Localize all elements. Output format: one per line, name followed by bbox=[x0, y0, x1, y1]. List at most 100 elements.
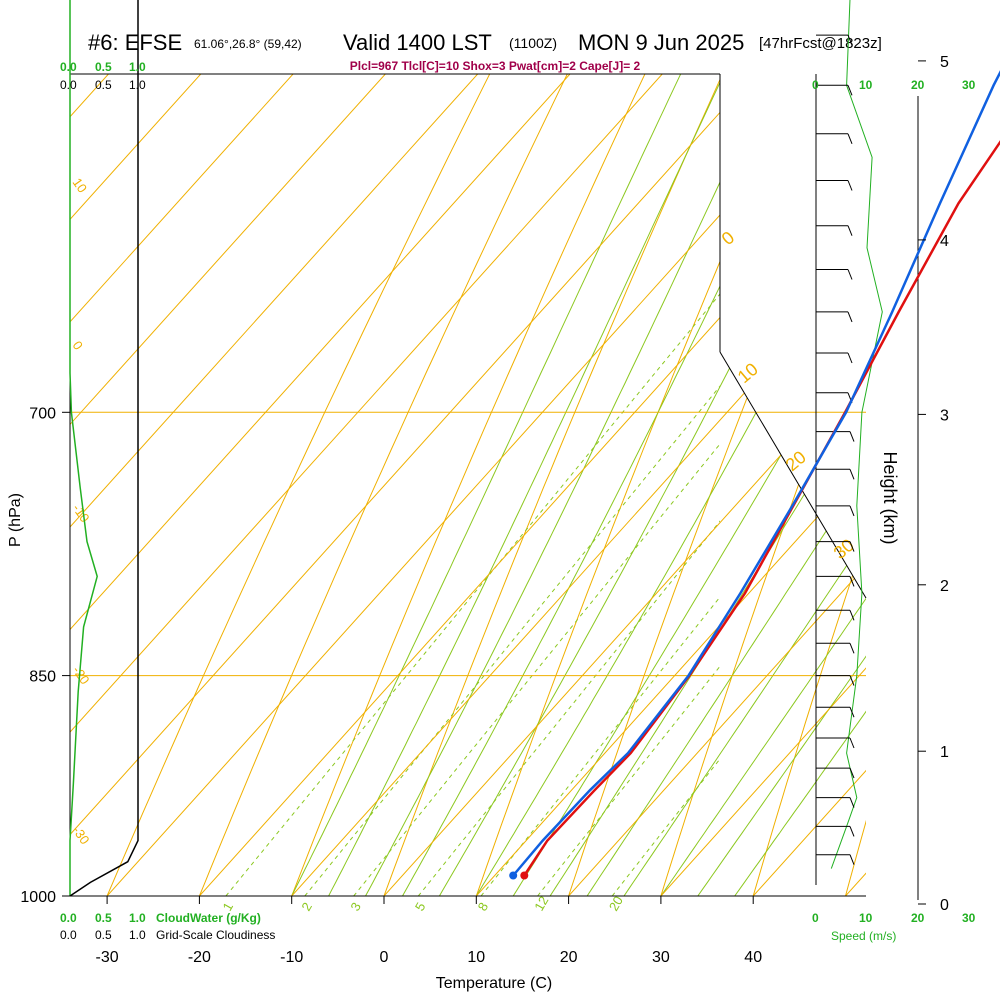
moist-adiabat-line bbox=[512, 74, 866, 896]
cloud-profiles bbox=[69, 0, 139, 897]
height-axis: 012345678910 bbox=[918, 54, 949, 914]
y-axis-label: P (hPa) bbox=[7, 493, 24, 547]
wind-scale-top-10: 10 bbox=[859, 78, 873, 92]
wind-barb-flag bbox=[849, 826, 855, 837]
wind-barb-flag bbox=[849, 541, 855, 552]
isotherm-line bbox=[291, 74, 866, 896]
wind-barb-flag bbox=[849, 643, 855, 654]
mixing-ratio-line bbox=[480, 596, 720, 896]
wind-barb-flag bbox=[849, 610, 855, 621]
dry-adiabat-label: 20 bbox=[782, 447, 810, 475]
cloud-scale-top-green-2: 1.0 bbox=[129, 60, 146, 74]
isotherms bbox=[70, 74, 866, 896]
x-axis-label: Temperature (C) bbox=[436, 975, 552, 992]
wind-speed-label: Speed (m/s) bbox=[831, 929, 896, 943]
surface-temperature-dot bbox=[520, 871, 529, 880]
moist-adiabat-line bbox=[365, 74, 866, 896]
dry-adiabat-line bbox=[845, 74, 866, 896]
cloud-water-label: CloudWater (g/Kg) bbox=[156, 911, 261, 925]
mixing-ratio-line bbox=[225, 293, 720, 896]
moist-adiabat-line bbox=[623, 74, 866, 896]
mixing-ratio-label: 20 bbox=[606, 893, 626, 913]
moist-adiabat-line bbox=[660, 74, 866, 896]
wind-scale-top: 0 10 20 30 bbox=[812, 78, 976, 92]
cloud-scale-bottom-green-1: 0.5 bbox=[95, 911, 112, 925]
isotherm-line bbox=[70, 74, 866, 896]
isotherm-line bbox=[199, 74, 866, 896]
mixing-ratio-label: 2 bbox=[298, 900, 315, 914]
moist-adiabat-line bbox=[328, 74, 866, 896]
moist-adiabat-line bbox=[586, 74, 866, 896]
wind-barb-flag bbox=[847, 225, 853, 236]
mixing-ratio-line bbox=[611, 758, 720, 896]
wind-barb-flag bbox=[849, 469, 855, 480]
pressure-tick-label: 1000 bbox=[20, 889, 56, 906]
temp-tick-label: 20 bbox=[560, 949, 578, 966]
cloud-scale-bottom-green-2: 1.0 bbox=[129, 911, 146, 925]
surface-dewpoint-dot bbox=[509, 871, 518, 880]
cloud-scale-top-black-1: 0.5 bbox=[95, 78, 112, 92]
pressure-tick-label: 700 bbox=[29, 405, 56, 422]
height-tick-label: 3 bbox=[940, 407, 949, 424]
dry-adiabats bbox=[106, 0, 1000, 896]
dry-adiabat-label: -30 bbox=[70, 823, 93, 847]
wind-barb-flag bbox=[849, 797, 855, 808]
forecast-date: MON 9 Jun 2025 bbox=[578, 30, 744, 55]
isotherm-line bbox=[383, 74, 866, 896]
moist-adiabats bbox=[291, 74, 866, 896]
dry-adiabat-label: 0 bbox=[70, 338, 86, 353]
wind-barb-flag bbox=[849, 707, 855, 718]
wind-scale-bottom-20: 20 bbox=[911, 911, 925, 925]
wind-speed-line bbox=[830, 0, 883, 869]
dewpoint-line bbox=[512, 70, 1000, 877]
dry-adiabat-label: 10 bbox=[70, 175, 91, 195]
dry-adiabat-line bbox=[660, 74, 866, 896]
mixing-ratio-label: 5 bbox=[412, 900, 429, 914]
isotherm-line bbox=[70, 74, 866, 896]
mixing-ratio-line bbox=[537, 665, 720, 896]
wind-barb-flag bbox=[847, 34, 853, 46]
cloud-scale-top: 0.0 0.5 1.0 0.0 0.5 1.0 bbox=[60, 60, 146, 92]
cloud-water-line bbox=[69, 0, 98, 896]
wind-barb-flag bbox=[847, 85, 853, 96]
moist-adiabat-line bbox=[291, 74, 866, 896]
chart-header: #6: EFSE 61.06°,26.8° (59,42) Valid 1400… bbox=[88, 30, 882, 73]
mixing-ratio-label: 12 bbox=[531, 893, 551, 913]
wind-barb-flag bbox=[847, 133, 853, 144]
dry-adiabat-line bbox=[938, 0, 1000, 896]
isotherm-line bbox=[70, 74, 866, 896]
wind-barb-flag bbox=[849, 576, 855, 587]
wind-barb-flag bbox=[847, 352, 853, 364]
cloudiness-label: Grid-Scale Cloudiness bbox=[156, 928, 275, 942]
moist-adiabat-line bbox=[402, 74, 866, 896]
temp-tick-label: -20 bbox=[188, 949, 211, 966]
wind-barb-flag bbox=[849, 431, 855, 442]
wind-scale-top-20: 20 bbox=[911, 78, 925, 92]
moist-adiabat-line bbox=[475, 74, 866, 896]
moist-adiabat-line bbox=[734, 74, 866, 896]
temp-tick-label: 40 bbox=[744, 949, 762, 966]
temperature-axis: -30 -20 -10 0 10 20 30 40 bbox=[96, 896, 762, 966]
pressure-tick-label: 850 bbox=[29, 669, 56, 686]
isotherm-line bbox=[70, 74, 866, 896]
isobars bbox=[70, 411, 866, 897]
mixing-ratio-label: 8 bbox=[475, 900, 492, 914]
dry-adiabat-line bbox=[568, 74, 866, 896]
wind-scale-top-0: 0 bbox=[812, 78, 819, 92]
cloud-scale-top-black-2: 1.0 bbox=[129, 78, 146, 92]
dry-adiabat-label: 30 bbox=[830, 535, 858, 563]
cloud-scale-bottom: 0.0 0.5 1.0 CloudWater (g/Kg) 0.0 0.5 1.… bbox=[60, 911, 275, 942]
wind-barb-flag bbox=[849, 675, 855, 686]
wind-panel bbox=[816, 0, 883, 869]
height-tick-label: 4 bbox=[940, 233, 949, 250]
wind-barb-flag bbox=[847, 311, 853, 323]
isotherm-line bbox=[70, 74, 866, 896]
isotherm-line bbox=[568, 74, 866, 896]
valid-time: Valid 1400 LST bbox=[343, 30, 492, 55]
height-tick-label: 1 bbox=[940, 744, 949, 761]
temp-tick-label: -10 bbox=[280, 949, 303, 966]
wind-barb-flag bbox=[849, 505, 855, 517]
temp-tick-label: 10 bbox=[467, 949, 485, 966]
wind-barb-flag bbox=[849, 737, 855, 749]
